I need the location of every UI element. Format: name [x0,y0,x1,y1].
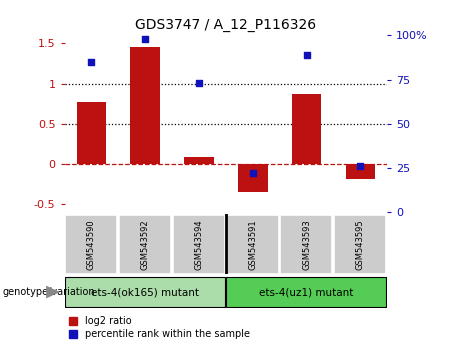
FancyBboxPatch shape [280,215,332,274]
Bar [77,102,106,164]
Point [303,52,310,58]
Title: GDS3747 / A_12_P116326: GDS3747 / A_12_P116326 [136,18,316,32]
Bar [346,164,375,179]
FancyBboxPatch shape [226,215,278,274]
Text: GSM543594: GSM543594 [195,219,203,270]
Bar [292,94,321,164]
Text: GSM543593: GSM543593 [302,219,311,270]
Text: GSM543591: GSM543591 [248,219,257,270]
Text: ets-4(uz1) mutant: ets-4(uz1) mutant [260,287,354,297]
Point [357,164,364,169]
Text: GSM543595: GSM543595 [356,219,365,270]
Text: GSM543592: GSM543592 [141,219,150,270]
Bar [238,164,267,192]
FancyBboxPatch shape [119,215,171,274]
Bar [130,47,160,164]
Point [195,80,203,86]
FancyBboxPatch shape [65,215,117,274]
Legend: log2 ratio, percentile rank within the sample: log2 ratio, percentile rank within the s… [70,316,250,339]
Point [249,171,256,176]
Point [88,59,95,65]
Text: genotype/variation: genotype/variation [2,287,95,297]
Text: ets-4(ok165) mutant: ets-4(ok165) mutant [91,287,199,297]
Text: GSM543590: GSM543590 [87,219,96,270]
FancyBboxPatch shape [226,277,386,307]
Bar [184,157,214,164]
FancyBboxPatch shape [172,215,225,274]
FancyBboxPatch shape [65,277,225,307]
Point [142,36,149,42]
FancyBboxPatch shape [334,215,386,274]
